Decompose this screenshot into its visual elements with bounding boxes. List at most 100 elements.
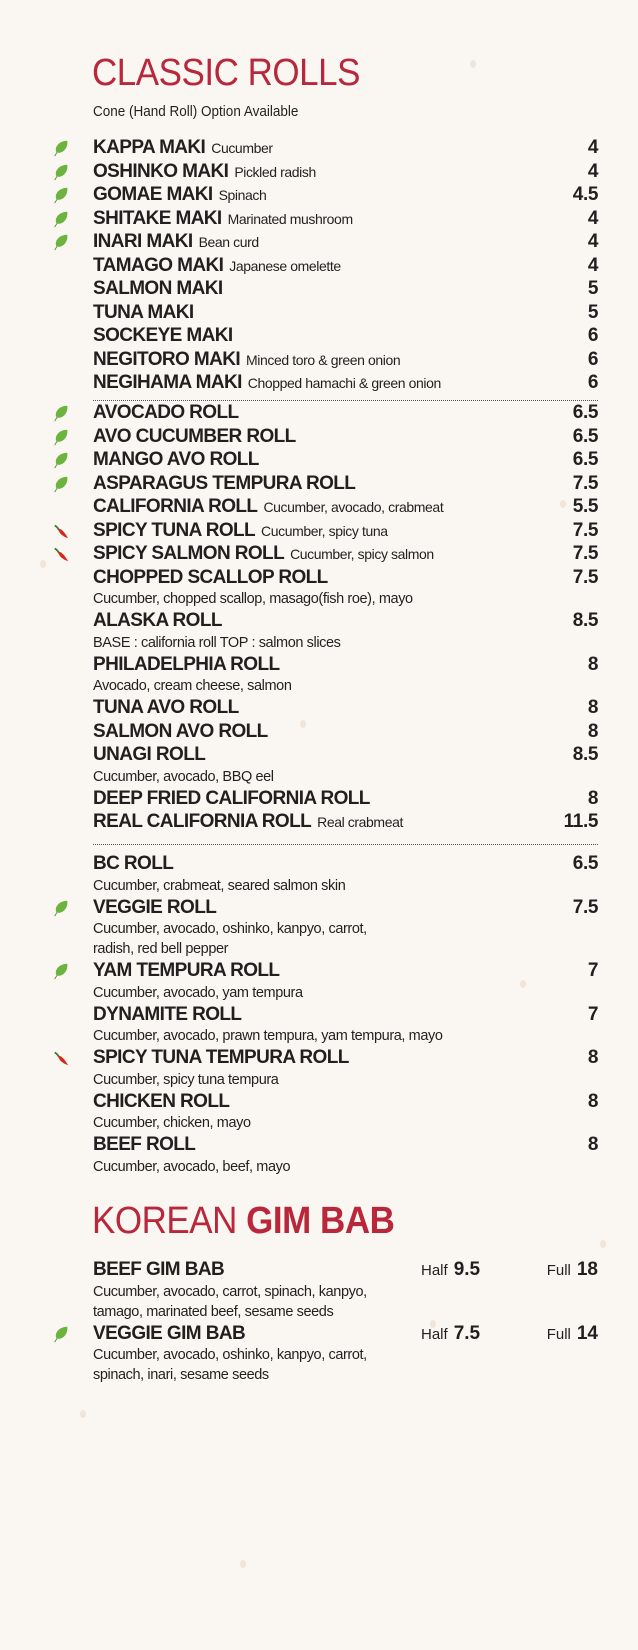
item-note: Spinach: [218, 187, 267, 203]
item-price: 8: [587, 787, 599, 809]
paper-speck: [560, 500, 566, 508]
item-price: 4: [587, 137, 599, 158]
item-price: 7.5: [572, 896, 599, 918]
item-name: INARI MAKI: [93, 231, 193, 252]
item-name: SHITAKE MAKI: [93, 207, 222, 229]
vegetarian-leaf-icon: [52, 139, 70, 157]
item-description: Cucumber, chopped scallop, masago(fish r…: [93, 591, 413, 607]
item-name-line: ALASKA ROLL: [93, 609, 598, 633]
item-price: 8.5: [572, 744, 599, 765]
item-description: Cucumber, avocado, oshinko, kanpyo, carr…: [93, 1347, 367, 1363]
menu-item: PHILADELPHIA ROLL Avocado, cream cheese, …: [0, 653, 638, 697]
item-description: Cucumber, avocado, BBQ eel: [93, 768, 274, 785]
menu-item: UNAGI ROLL Cucumber, avocado, BBQ eel 8.5: [0, 743, 638, 787]
item-name-line: SPICY TUNA TEMPURA ROLL: [93, 1046, 598, 1070]
item-name: GOMAE MAKI: [93, 184, 213, 205]
menu-item: NEGITORO MAKI Minced toro & green onion 6: [0, 348, 638, 372]
item-description: Cucumber, spicy tuna tempura: [93, 1071, 279, 1088]
menu-item: TUNA MAKI 5: [0, 301, 638, 325]
menu-item: SPICY TUNA ROLL Cucumber, spicy tuna 7.5: [0, 519, 638, 543]
classic-rolls-title: CLASSIC ROLLS: [92, 52, 360, 94]
menu-item: KAPPA MAKI Cucumber 4: [0, 136, 638, 160]
half-price-value: 7.5: [453, 1322, 481, 1344]
item-name: OSHINKO MAKI: [93, 160, 229, 182]
vegetarian-leaf-icon: [52, 475, 70, 493]
item-name: DYNAMITE ROLL: [93, 1003, 242, 1025]
item-name: AVO CUCUMBER ROLL: [93, 425, 296, 447]
item-name: REAL CALIFORNIA ROLL: [93, 811, 312, 832]
item-description: Avocado, cream cheese, salmon: [93, 678, 292, 694]
item-description: spinach, inari, sesame seeds: [93, 1367, 269, 1383]
item-price: 5: [587, 301, 599, 323]
menu-item: BEEF ROLL Cucumber, avocado, beef, mayo 8: [0, 1133, 638, 1177]
item-name: SPICY SALMON ROLL: [93, 543, 285, 564]
item-name-line: UNAGI ROLL: [93, 743, 598, 767]
item-price: 8: [587, 720, 599, 742]
item-name: TUNA MAKI: [93, 301, 194, 323]
item-description: tamago, marinated beef, sesame seeds: [93, 1303, 334, 1320]
item-name: VEGGIE ROLL: [93, 896, 217, 918]
paper-speck: [600, 1240, 606, 1248]
item-name: NEGITORO MAKI: [93, 348, 241, 370]
item-name: ALASKA ROLL: [93, 610, 222, 631]
item-name-line: SPICY TUNA ROLL Cucumber, spicy tuna: [93, 519, 598, 543]
item-name: NEGIHAMA MAKI: [93, 372, 242, 393]
menu-item: INARI MAKI Bean curd 4: [0, 230, 638, 254]
item-name: ASPARAGUS TEMPURA ROLL: [93, 472, 356, 494]
dotted-divider: [93, 844, 598, 845]
item-name-line: SALMON AVO ROLL: [93, 720, 598, 744]
item-name-line: SALMON MAKI: [93, 277, 598, 301]
item-price: 11.5: [563, 811, 599, 832]
item-price: 5.5: [572, 496, 599, 517]
item-note: Marinated mushroom: [227, 210, 353, 227]
korean-group: BEEF GIM BAB Cucumber, avocado, carrot, s…: [0, 1258, 638, 1385]
menu-item: SOCKEYE MAKI 6: [0, 324, 638, 348]
item-name-line: NEGITORO MAKI Minced toro & green onion: [93, 348, 598, 372]
korean-gim-bab-title: KOREAN GIM BAB: [92, 1200, 395, 1243]
item-note: Cucumber, spicy tuna: [261, 522, 388, 539]
item-name-line: DEEP FRIED CALIFORNIA ROLL: [93, 787, 598, 811]
menu-item: VEGGIE GIM BAB Cucumber, avocado, oshinko…: [0, 1322, 638, 1386]
classic-group-rolls: AVOCADO ROLL 6.5 AVO CUCUMBER ROLL 6.5 MANGO…: [0, 401, 638, 834]
menu-item: AVOCADO ROLL 6.5: [0, 401, 638, 425]
spicy-chili-icon: [52, 545, 70, 563]
classic-group-specialty: BC ROLL Cucumber, crabmeat, seared salmon…: [0, 852, 638, 1177]
half-price: Half 7.5: [421, 1322, 480, 1346]
menu-item: SHITAKE MAKI Marinated mushroom 4: [0, 207, 638, 231]
menu-item: DEEP FRIED CALIFORNIA ROLL 8: [0, 787, 638, 811]
vegetarian-leaf-icon: [52, 404, 70, 422]
menu-item: TUNA AVO ROLL 8: [0, 696, 638, 720]
item-name: CHOPPED SCALLOP ROLL: [93, 566, 328, 588]
menu-item: OSHINKO MAKI Pickled radish 4: [0, 160, 638, 184]
item-name-line: VEGGIE GIM BAB: [93, 1322, 598, 1346]
menu-item: SPICY TUNA TEMPURA ROLL Cucumber, spicy t…: [0, 1046, 638, 1090]
item-name-line: SPICY SALMON ROLL Cucumber, spicy salmon: [93, 542, 598, 566]
item-note: Chopped hamachi & green onion: [247, 375, 442, 391]
menu-item: SALMON MAKI 5: [0, 277, 638, 301]
half-price-value: 9.5: [453, 1259, 481, 1280]
item-name-line: PHILADELPHIA ROLL: [93, 653, 598, 677]
item-name-line: TUNA MAKI: [93, 301, 598, 325]
menu-item: TAMAGO MAKI Japanese omelette 4: [0, 254, 638, 278]
item-name: TAMAGO MAKI: [93, 254, 224, 276]
item-name-line: CHICKEN ROLL: [93, 1090, 598, 1114]
full-price: Full 18: [547, 1258, 598, 1282]
item-price: 6.5: [572, 853, 599, 874]
item-name: KAPPA MAKI: [93, 137, 206, 158]
item-name: CHICKEN ROLL: [93, 1090, 230, 1112]
item-name: BEEF GIM BAB: [93, 1259, 225, 1280]
menu-item: BEEF GIM BAB Cucumber, avocado, carrot, s…: [0, 1258, 638, 1322]
item-name-line: VEGGIE ROLL: [93, 896, 598, 920]
item-description: Cucumber, avocado, oshinko, kanpyo, carr…: [93, 921, 367, 937]
paper-speck: [470, 60, 476, 68]
item-price: 6.5: [572, 425, 599, 447]
menu-item: NEGIHAMA MAKI Chopped hamachi & green oni…: [0, 371, 638, 395]
half-price: Half 9.5: [421, 1258, 480, 1282]
paper-speck: [520, 980, 526, 988]
item-price: 8: [587, 653, 599, 675]
menu-item: YAM TEMPURA ROLL Cucumber, avocado, yam t…: [0, 959, 638, 1003]
item-name: MANGO AVO ROLL: [93, 449, 259, 470]
title-bold: GIM BAB: [246, 1200, 395, 1242]
item-name-line: TAMAGO MAKI Japanese omelette: [93, 254, 598, 278]
item-price: 7.5: [572, 543, 599, 564]
